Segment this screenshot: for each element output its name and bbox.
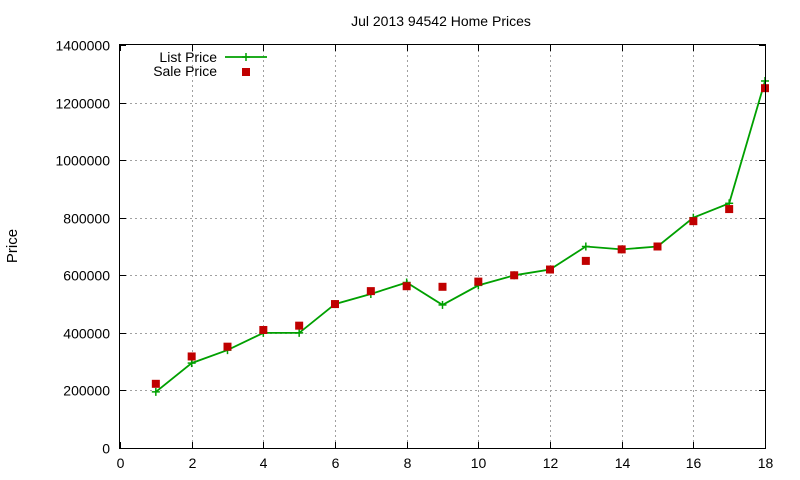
x-tick-label: 2 (189, 455, 197, 471)
x-tick-label: 8 (404, 455, 412, 471)
sale-price-point (151, 379, 160, 388)
legend-marker-sale-price (242, 68, 250, 76)
x-tick-label: 4 (260, 455, 268, 471)
legend-label-sale-price: Sale Price (153, 63, 217, 79)
x-tick-label: 12 (543, 455, 559, 471)
x-tick-label: 0 (117, 455, 125, 471)
sale-price-point (402, 282, 411, 291)
y-axis-label: Price (4, 229, 21, 263)
sale-price-point (223, 342, 232, 351)
list-price-point (151, 387, 160, 396)
y-tick-label: 800000 (63, 211, 110, 227)
sale-price-point (725, 205, 734, 214)
sale-price-point (546, 265, 554, 274)
legend-marker-list-price (242, 53, 250, 61)
legend-label-list-price: List Price (159, 49, 217, 65)
sale-price-point (366, 287, 375, 296)
sale-price-point (510, 271, 519, 280)
axis-ticks: 0 2 4 6 8 10 12 14 16 18 0 200000 400000 600000 800000… (55, 38, 773, 472)
list-price-line (155, 80, 766, 393)
y-tick-label: 0 (102, 441, 110, 457)
sale-price-point (259, 325, 268, 334)
y-tick-label: 600000 (63, 268, 110, 284)
sale-price-point (581, 256, 590, 265)
y-tick-label: 400000 (63, 326, 110, 342)
x-tick-label: 14 (615, 455, 631, 471)
chart-title: Jul 2013 94542 Home Prices (351, 13, 531, 29)
sale-price-point (438, 282, 447, 291)
sale-price-point (689, 217, 698, 226)
y-tick-label: 1200000 (55, 96, 110, 112)
x-tick-label: 6 (332, 455, 340, 471)
plot-frame (119, 44, 766, 449)
sale-price-point (653, 242, 662, 251)
sale-price-point (187, 352, 196, 361)
sale-price-point (474, 277, 483, 286)
sale-price-point (331, 300, 339, 309)
sale-price-point (295, 321, 304, 330)
x-tick-label: 10 (471, 455, 487, 471)
x-tick-label: 18 (758, 455, 774, 471)
sale-price-point (617, 245, 626, 254)
series (151, 76, 769, 396)
y-tick-label: 1400000 (55, 38, 110, 54)
y-tick-label: 1000000 (55, 153, 110, 169)
x-tick-label: 16 (686, 455, 702, 471)
grid (120, 45, 765, 448)
list-price-point (295, 328, 304, 337)
list-price-point (581, 242, 590, 251)
list-price-point (438, 300, 447, 309)
y-tick-label: 200000 (63, 383, 110, 399)
